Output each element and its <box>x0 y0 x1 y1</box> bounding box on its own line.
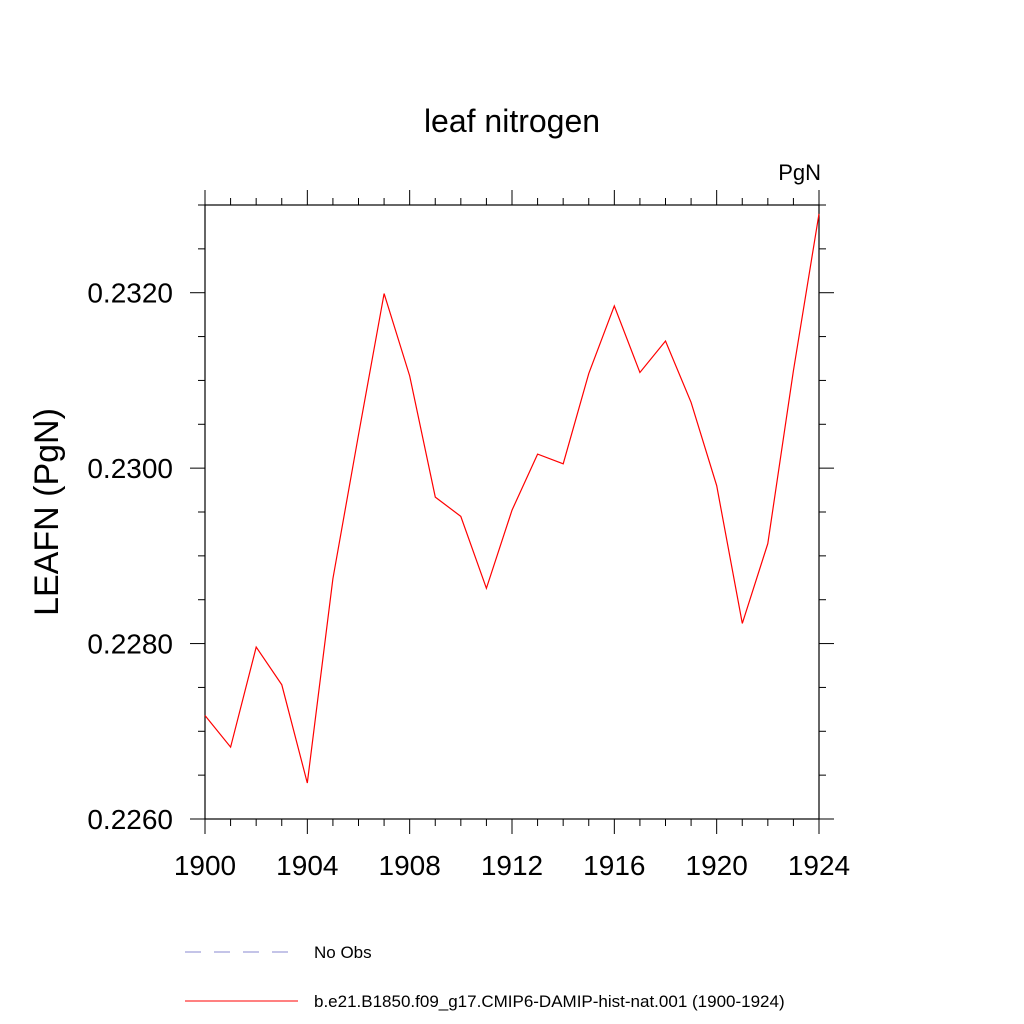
x-tick-label: 1920 <box>686 850 748 881</box>
axis-ticks <box>190 190 834 834</box>
x-tick-labels: 1900 1904 1908 1912 1916 1920 1924 <box>174 850 850 881</box>
series-line <box>204 213 820 784</box>
chart-title: leaf nitrogen <box>424 103 600 139</box>
units-label: PgN <box>778 160 821 185</box>
x-tick-label: 1900 <box>174 850 236 881</box>
y-axis-label: LEAFN (PgN) <box>28 408 66 616</box>
legend-label: b.e21.B1850.f09_g17.CMIP6-DAMIP-hist-nat… <box>314 992 785 1011</box>
series-group <box>204 213 820 784</box>
legend-label: No Obs <box>314 943 372 962</box>
y-tick-labels: 0.2260 0.2280 0.2300 0.2320 <box>87 278 173 835</box>
y-tick-label: 0.2320 <box>87 278 173 309</box>
y-tick-label: 0.2280 <box>87 629 173 660</box>
y-tick-label: 0.2260 <box>87 804 173 835</box>
x-tick-label: 1912 <box>481 850 543 881</box>
x-tick-label: 1908 <box>379 850 441 881</box>
legend: No Obs b.e21.B1850.f09_g17.CMIP6-DAMIP-hi… <box>185 943 785 1011</box>
x-tick-label: 1904 <box>276 850 338 881</box>
y-tick-label: 0.2300 <box>87 453 173 484</box>
x-tick-label: 1916 <box>583 850 645 881</box>
x-tick-label: 1924 <box>788 850 850 881</box>
